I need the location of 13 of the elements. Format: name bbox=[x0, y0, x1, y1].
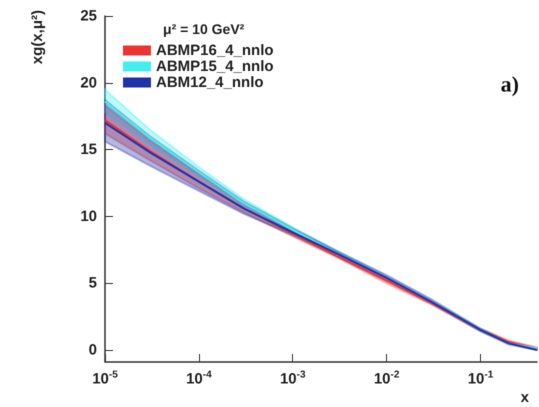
y-tick-label: 5 bbox=[88, 274, 97, 292]
y-tick-label: 15 bbox=[80, 141, 97, 158]
y-axis-title: xg(x,μ²) bbox=[29, 10, 46, 64]
legend-title: μ² = 10 GeV² bbox=[163, 21, 245, 37]
y-tick-label: 25 bbox=[80, 8, 97, 24]
x-axis-title: x bbox=[520, 389, 530, 406]
legend-label: ABM12_4_nnlo bbox=[156, 74, 264, 91]
annotation: a) bbox=[500, 72, 519, 96]
legend-label: ABMP16_4_nnlo bbox=[156, 42, 274, 59]
y-tick-label: 0 bbox=[88, 341, 97, 358]
y-tick-label: 20 bbox=[80, 74, 97, 92]
y-tick-label: 10 bbox=[80, 208, 97, 225]
legend-label: ABMP15_4_nnlo bbox=[156, 58, 274, 75]
